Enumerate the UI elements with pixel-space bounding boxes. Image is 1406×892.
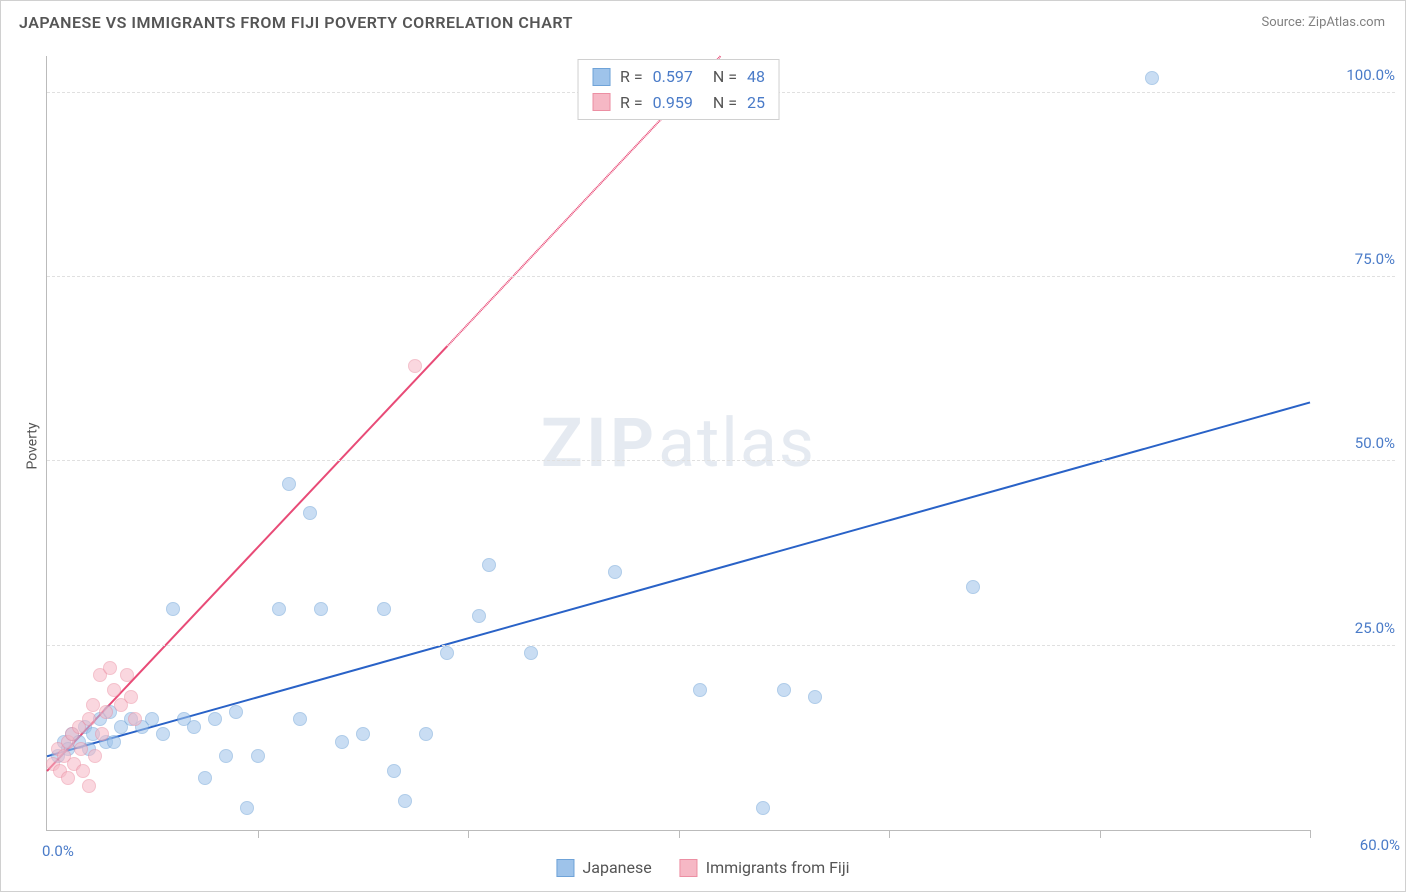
data-point [303, 506, 317, 520]
data-point [524, 646, 538, 660]
y-tick-label: 100.0% [1346, 66, 1395, 84]
x-tick [258, 830, 259, 838]
data-point [335, 735, 349, 749]
stats-box: R = 0.597 N = 48 R = 0.959 N = 25 [577, 59, 780, 120]
data-point [408, 359, 422, 373]
chart-container: JAPANESE VS IMMIGRANTS FROM FIJI POVERTY… [0, 0, 1406, 892]
x-tick-label-right: 60.0% [1360, 836, 1400, 854]
data-point [314, 602, 328, 616]
r-label: R = [620, 64, 643, 90]
bottom-legend: Japanese Immigrants from Fiji [556, 858, 849, 877]
data-point [107, 735, 121, 749]
y-axis-label: Poverty [25, 422, 41, 469]
gridline [47, 460, 1395, 461]
data-point [608, 565, 622, 579]
x-tick [1310, 830, 1311, 838]
data-point [777, 683, 791, 697]
y-tick-label: 25.0% [1355, 619, 1395, 637]
legend-item-fiji: Immigrants from Fiji [680, 858, 850, 877]
data-point [419, 727, 433, 741]
data-point [198, 771, 212, 785]
data-point [272, 602, 286, 616]
y-tick-label: 75.0% [1355, 250, 1395, 268]
legend-item-japanese: Japanese [556, 858, 651, 877]
x-tick [468, 830, 469, 838]
n-value: 48 [747, 64, 765, 90]
data-point [124, 690, 138, 704]
data-point [293, 712, 307, 726]
plot-area: ZIPatlas 25.0%50.0%75.0%100.0%0.0%60.0%R… [46, 56, 1310, 831]
data-point [82, 779, 96, 793]
data-point [356, 727, 370, 741]
data-point [99, 705, 113, 719]
data-point [156, 727, 170, 741]
data-point [120, 668, 134, 682]
stats-row: R = 0.597 N = 48 [592, 64, 765, 90]
data-point [377, 602, 391, 616]
legend-swatch-icon [680, 859, 698, 877]
n-label: N = [713, 90, 737, 116]
x-tick-label-left: 0.0% [42, 842, 74, 860]
data-point [240, 801, 254, 815]
legend-swatch-icon [556, 859, 574, 877]
x-tick [1100, 830, 1101, 838]
data-point [966, 580, 980, 594]
data-point [82, 712, 96, 726]
data-point [482, 558, 496, 572]
data-point [693, 683, 707, 697]
n-value: 25 [747, 90, 765, 116]
data-point [187, 720, 201, 734]
legend-label: Japanese [582, 858, 651, 877]
data-point [208, 712, 222, 726]
data-point [251, 749, 265, 763]
data-point [88, 749, 102, 763]
gridline [47, 645, 1395, 646]
data-point [756, 801, 770, 815]
data-point [398, 794, 412, 808]
data-point [472, 609, 486, 623]
chart-title: JAPANESE VS IMMIGRANTS FROM FIJI POVERTY… [19, 13, 573, 32]
data-point [107, 683, 121, 697]
data-point [61, 771, 75, 785]
data-point [229, 705, 243, 719]
y-tick-label: 50.0% [1355, 434, 1395, 452]
data-point [387, 764, 401, 778]
legend-label: Immigrants from Fiji [706, 858, 850, 877]
stats-swatch-icon [592, 68, 610, 86]
data-point [219, 749, 233, 763]
data-point [282, 477, 296, 491]
r-label: R = [620, 90, 643, 116]
data-point [76, 764, 90, 778]
data-point [1145, 71, 1159, 85]
source-label: Source: ZipAtlas.com [1261, 15, 1385, 30]
gridline [47, 276, 1395, 277]
data-point [808, 690, 822, 704]
data-point [440, 646, 454, 660]
stats-swatch-icon [592, 93, 610, 111]
stats-row: R = 0.959 N = 25 [592, 90, 765, 116]
data-point [166, 602, 180, 616]
data-point [74, 742, 88, 756]
data-point [103, 661, 117, 675]
n-label: N = [713, 64, 737, 90]
data-point [128, 712, 142, 726]
data-point [95, 727, 109, 741]
x-tick [889, 830, 890, 838]
r-value: 0.959 [653, 90, 693, 116]
data-point [145, 712, 159, 726]
r-value: 0.597 [653, 64, 693, 90]
x-tick [679, 830, 680, 838]
